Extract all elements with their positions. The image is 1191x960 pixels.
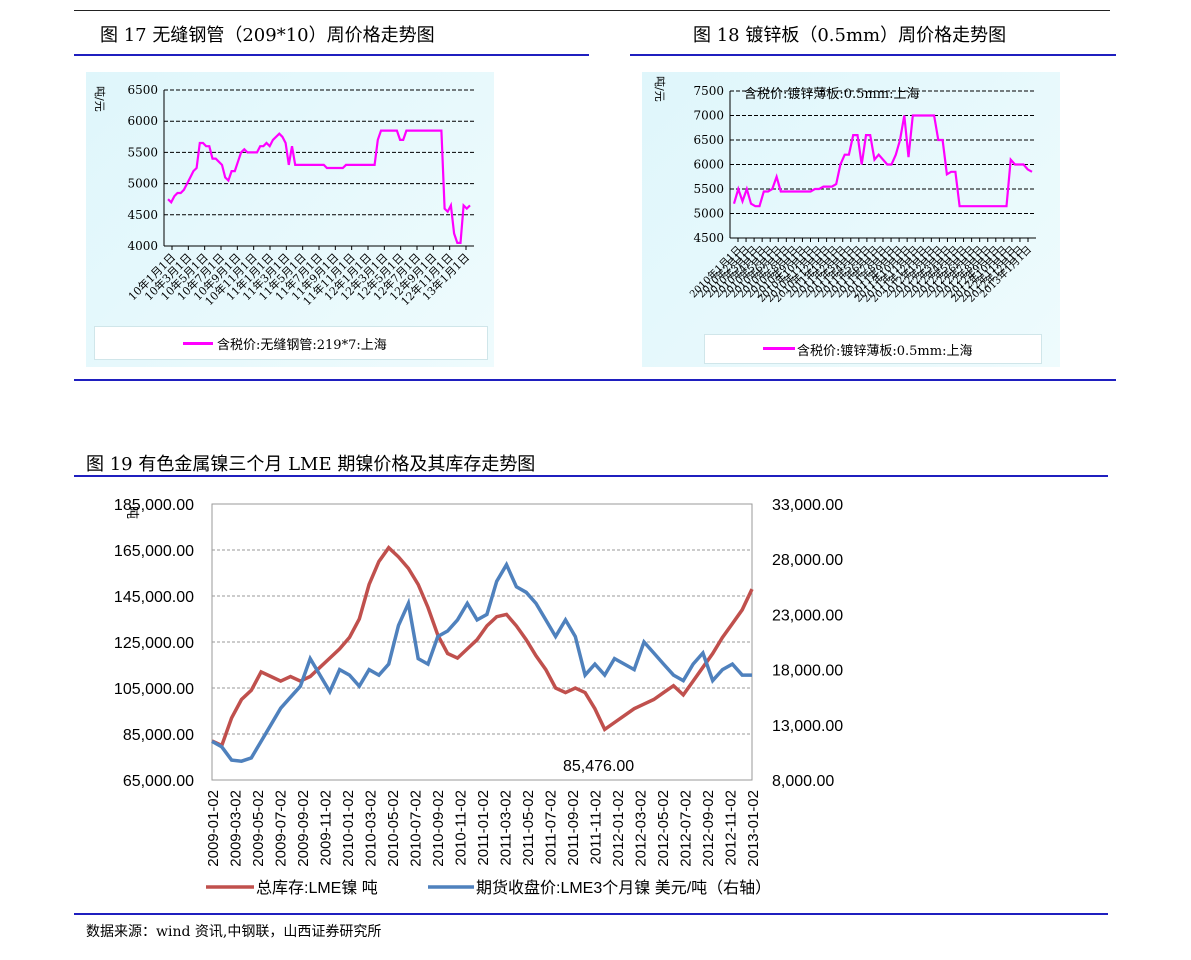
y-tick-label: 4500 — [693, 231, 724, 245]
fig17-title-rule — [74, 54, 589, 56]
y-tick-label: 5500 — [127, 145, 158, 159]
y-tick-label: 6000 — [693, 158, 724, 172]
fig17-legend-swatch — [183, 342, 213, 345]
y-tick-label: 4000 — [127, 239, 158, 253]
x-tick-label: 2012-07-02 — [678, 790, 695, 867]
y-left-tick-label: 185,000.00 — [114, 497, 194, 514]
top-rule — [74, 10, 1110, 11]
x-tick-label: 2011-03-02 — [498, 790, 515, 866]
fig17-unit: 吨/元 — [93, 86, 106, 112]
y-right-tick-label: 8,000.00 — [772, 773, 834, 790]
y-tick-label: 6500 — [127, 83, 158, 97]
y-right-tick-label: 23,000.00 — [772, 607, 843, 624]
fig19-price-line — [211, 560, 752, 763]
y-left-tick-label: 165,000.00 — [114, 543, 194, 560]
fig19-chart: 185,000.00 165,000.00 145,000.00 125,000.00… — [114, 497, 843, 897]
legend-label-price: 期货收盘价:LME3个月镍 美元/吨（右轴） — [476, 878, 771, 897]
y-left-tick-label: 105,000.00 — [114, 681, 194, 698]
x-tick-label: 2013-01-02 — [745, 790, 762, 867]
source-note: 数据来源：wind 资讯,中钢联，山西证券研究所 — [86, 924, 382, 940]
y-right-tick-label: 18,000.00 — [772, 663, 843, 680]
x-tick-label: 2010-05-02 — [385, 790, 402, 867]
fig18-unit: 吨/元 — [653, 76, 666, 102]
fig19-title-rule — [74, 475, 1108, 477]
x-tick-label: 2011-09-02 — [565, 790, 582, 866]
y-right-tick-label: 13,000.00 — [772, 718, 843, 735]
y-tick-label: 4500 — [127, 208, 158, 222]
y-left-tick-label: 125,000.00 — [114, 635, 194, 652]
y-tick-label: 6000 — [127, 114, 158, 128]
fig19-min-annotation: 85,476.00 — [563, 758, 634, 775]
x-tick-label: 2009-01-02 — [205, 790, 222, 867]
x-tick-label: 2012-09-02 — [700, 790, 717, 867]
y-tick-label: 5000 — [693, 207, 724, 221]
fig18-legend-label: 含税价:镀锌薄板:0.5mm:上海 — [797, 344, 973, 359]
x-tick-label: 2011-05-02 — [520, 790, 537, 866]
y-right-tick-label: 28,000.00 — [772, 552, 843, 569]
x-tick-label: 2009-03-02 — [228, 790, 245, 867]
x-tick-label: 2009-07-02 — [273, 790, 290, 867]
fig19-title: 图 19 有色金属镍三个月 LME 期镍价格及其库存走势图 — [86, 454, 536, 475]
fig19-left-unit: 吨 — [125, 506, 140, 519]
x-tick-label: 2010-07-02 — [408, 790, 425, 867]
y-tick-label: 5000 — [127, 177, 158, 191]
fig17-title: 图 17 无缝钢管（209*10）周价格走势图 — [100, 25, 435, 46]
legend-label-inventory: 总库存:LME镍 吨 — [256, 879, 378, 897]
mid-rule — [74, 379, 1116, 381]
fig18-series-label: 含税价:镀锌薄板:0.5mm:上海 — [744, 86, 919, 102]
fig18-panel — [642, 72, 1060, 367]
y-tick-label: 5500 — [693, 182, 724, 196]
y-left-tick-label: 145,000.00 — [114, 589, 194, 606]
y-left-tick-label: 65,000.00 — [123, 773, 194, 790]
fig18-title: 图 18 镀锌板（0.5mm）周价格走势图 — [693, 25, 1007, 46]
x-tick-label: 2010-09-02 — [430, 790, 447, 867]
y-tick-label: 7500 — [693, 84, 724, 98]
fig18-legend-swatch — [763, 347, 795, 350]
x-tick-label: 2009-05-02 — [250, 790, 267, 867]
y-tick-label: 7000 — [693, 109, 724, 123]
fig17-series-line — [167, 129, 471, 244]
y-left-tick-label: 85,000.00 — [123, 727, 194, 744]
fig18-legend: 含税价:镀锌薄板:0.5mm:上海 — [704, 334, 1042, 364]
x-tick-label: 2009-11-02 — [318, 790, 335, 866]
x-tick-label: 2012-01-02 — [610, 790, 627, 867]
x-tick-label: 2010-11-02 — [453, 790, 470, 866]
x-tick-label: 2011-07-02 — [543, 790, 560, 866]
fig17-legend-label: 含税价:无缝钢管:219*7:上海 — [217, 338, 387, 353]
y-tick-label: 6500 — [693, 133, 724, 147]
y-right-tick-label: 33,000.00 — [772, 497, 843, 514]
x-tick-label: 2012-05-02 — [655, 790, 672, 867]
x-tick-label: 2012-11-02 — [723, 790, 740, 866]
bottom-rule — [74, 913, 1108, 915]
fig18-series-line — [732, 114, 1033, 208]
x-tick-label: 2009-09-02 — [295, 790, 312, 867]
fig18-title-rule — [630, 54, 1116, 56]
x-tick-label: 2010-01-02 — [340, 790, 357, 867]
x-tick-label: 2010-03-02 — [363, 790, 380, 867]
fig17-legend: 含税价:无缝钢管:219*7:上海 — [94, 326, 488, 360]
x-tick-label: 2011-11-02 — [588, 790, 605, 865]
x-tick-label: 2012-03-02 — [633, 790, 650, 867]
x-tick-label: 2011-01-02 — [475, 790, 492, 866]
